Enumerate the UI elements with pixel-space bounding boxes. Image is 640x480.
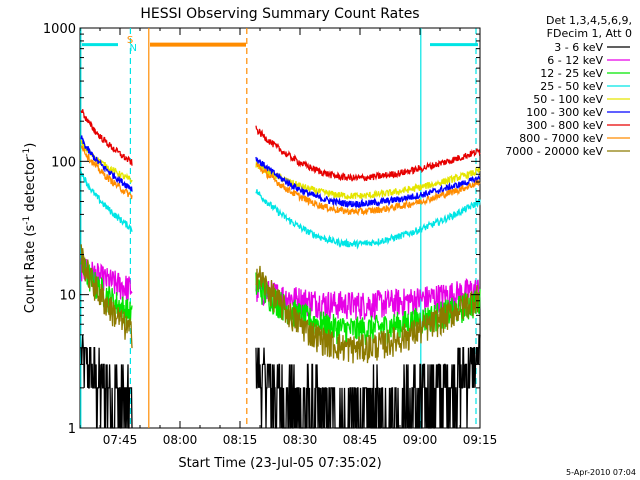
- series-8-segment-0: [80, 244, 133, 349]
- series-7: [80, 145, 481, 216]
- legend-header-line-2: FDecim 1, Att 0: [547, 27, 632, 40]
- x-tick-label-4: 08:45: [343, 433, 378, 447]
- series-3: [80, 171, 481, 250]
- legend-label-3: 25 - 50 keV: [540, 80, 603, 93]
- series-6-segment-0: [80, 109, 133, 166]
- legend-label-4: 50 - 100 keV: [533, 93, 603, 106]
- x-tick-label-0: 07:45: [103, 433, 138, 447]
- series-6-segment-1: [255, 125, 481, 182]
- series-layer: [80, 109, 481, 429]
- marker-layer: SN: [127, 35, 137, 54]
- x-tick-label-1: 08:00: [163, 433, 198, 447]
- series-8-segment-1: [255, 265, 481, 364]
- series-7-segment-0: [80, 145, 133, 200]
- legend-header-line-1: Det 1,3,4,5,6,9,: [546, 14, 632, 27]
- y-tick-label-1: 10: [59, 289, 76, 304]
- y-axis-label: Count Rate (s-1 detector-1): [22, 143, 38, 314]
- x-tick-label-5: 09:00: [403, 433, 438, 447]
- y-axis-label-sup2: -1: [22, 148, 32, 157]
- marker-label-1: N: [129, 43, 136, 54]
- y-axis-label-end: ): [23, 143, 38, 148]
- x-tick-label-3: 08:30: [283, 433, 318, 447]
- legend-label-0: 3 - 6 keV: [554, 41, 603, 54]
- y-axis-label-mid: detector: [23, 156, 38, 216]
- y-axis: 1 10 100 1000: [43, 22, 480, 437]
- series-0-segment-0: [80, 334, 133, 429]
- series-7-segment-1: [255, 162, 481, 216]
- marker-label-0: S: [127, 35, 133, 46]
- series-4-segment-1: [255, 161, 481, 200]
- series-3-segment-0: [80, 171, 133, 232]
- legend-label-8: 7000 - 20000 keV: [505, 145, 603, 158]
- series-5-segment-0: [80, 135, 133, 192]
- series-8: [80, 244, 481, 364]
- x-axis: 07:45 08:00 08:15 08:30 08:45 09:00 09:15: [79, 28, 498, 447]
- legend-label-6: 300 - 800 keV: [526, 119, 603, 132]
- y-tick-label-0: 1: [68, 422, 76, 437]
- y-axis-label-start: Count Rate (s: [23, 225, 38, 314]
- chart-title: HESSI Observing Summary Count Rates: [140, 6, 419, 22]
- y-axis-label-sup1: -1: [22, 216, 32, 225]
- y-tick-label-2: 100: [51, 155, 76, 170]
- legend: Det 1,3,4,5,6,9, FDecim 1, Att 0 3 - 6 k…: [505, 14, 632, 158]
- x-tick-label-2: 08:15: [223, 433, 258, 447]
- series-0-segment-1: [255, 334, 481, 429]
- legend-label-1: 6 - 12 keV: [547, 54, 603, 67]
- series-0: [80, 334, 481, 429]
- series-6: [80, 109, 481, 182]
- x-tick-label-6: 09:15: [463, 433, 498, 447]
- x-axis-label: Start Time (23-Jul-05 07:35:02): [178, 456, 381, 471]
- y-tick-label-3: 1000: [43, 22, 76, 37]
- footer-date: 5-Apr-2010 07:04: [566, 468, 636, 477]
- legend-label-5: 100 - 300 keV: [526, 106, 603, 119]
- legend-label-2: 12 - 25 keV: [540, 67, 603, 80]
- legend-label-7: 800 - 7000 keV: [519, 132, 603, 145]
- series-3-segment-1: [255, 189, 481, 250]
